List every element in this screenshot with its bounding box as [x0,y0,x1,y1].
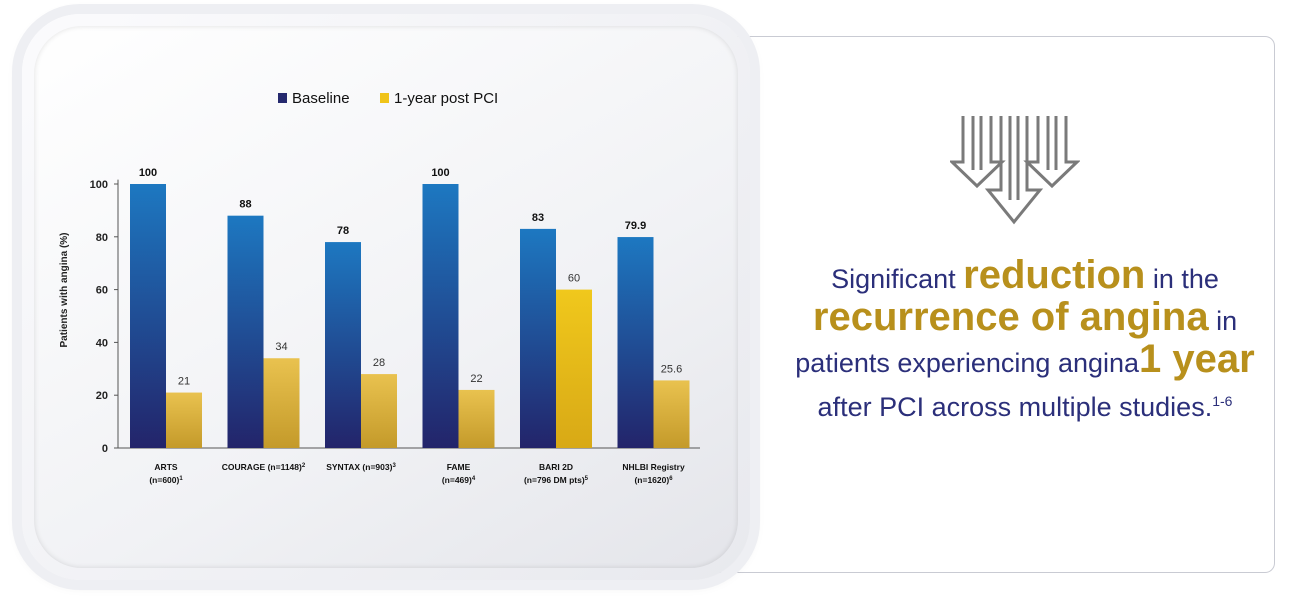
bar-post-pci [556,289,592,448]
y-tick-label: 60 [96,285,108,297]
headline-part2: in the [1145,264,1219,294]
data-label-post-pci: 22 [470,373,482,385]
data-label-post-pci: 21 [178,376,190,388]
headline-part1: Significant [831,264,964,294]
category-label: COURAGE (n=1148)2 [222,462,306,472]
category-reference: 4 [472,476,476,482]
y-tick-label: 0 [102,443,108,455]
category-label: SYNTAX (n=903)3 [326,462,396,472]
legend-swatch-baseline [278,93,287,103]
bar-chart: 0 20 40 60 80 100 Patients with angina (%) Base… [59,90,700,485]
y-tick-label: 20 [96,390,108,402]
headline-part3: in patients experiencing angina [795,306,1238,378]
data-label-post-pci: 60 [568,273,580,285]
bar-baseline [617,237,654,448]
category-label: NHLBI Registry [622,462,685,472]
headline-emphasis-recurrence: recurrence of angina [812,295,1209,339]
data-label-post-pci: 34 [275,341,287,353]
category-reference: 6 [669,476,673,482]
data-label-post-pci: 28 [373,357,385,369]
category-label-line2: (n=469)4 [442,475,476,485]
data-label-baseline: 100 [139,167,157,179]
y-axis-label: Patients with angina (%) [59,232,70,347]
category-reference: 2 [302,463,306,469]
bar-post-pci [166,392,202,448]
headline-emphasis-year: 1 year [1139,337,1255,381]
headline-part4: after PCI across multiple studies. [817,392,1213,422]
bar-post-pci [653,380,690,448]
headline-references: 1-6 [1212,393,1233,409]
legend-label-baseline: Baseline [292,90,350,107]
category-label-line2: (n=600)1 [149,475,183,485]
data-label-baseline: 78 [337,225,349,237]
data-label-baseline: 100 [431,167,449,179]
headline-emphasis-reduction: reduction [963,253,1146,297]
down-arrows-icon [950,116,1080,225]
category-label: ARTS [154,462,177,472]
bar-baseline [520,228,556,448]
category-label-line2: (n=1620)6 [634,475,673,485]
y-tick-label: 40 [96,337,108,349]
bar-post-pci [361,374,397,448]
category-label: FAME [447,462,471,472]
bar-baseline [422,184,459,448]
y-tick-label: 80 [96,232,108,244]
bar-post-pci [458,389,495,448]
y-tick-label: 100 [90,179,108,191]
category-label-line2: (n=796 DM pts)5 [524,475,589,485]
data-label-baseline: 79.9 [625,220,646,232]
data-label-baseline: 88 [239,199,251,211]
data-label-post-pci: 25.6 [661,363,682,375]
legend-label-post-pci: 1-year post PCI [394,90,498,107]
data-label-baseline: 83 [532,212,544,224]
bar-baseline [130,184,166,448]
category-reference: 3 [392,463,396,469]
bar-baseline [227,215,264,448]
category-reference: 5 [585,476,589,482]
headline-text: Significant reduction in the recurrence … [790,253,1260,426]
bar-post-pci [263,358,300,448]
category-label: BARI 2D [539,462,573,472]
legend-swatch-post-pci [380,93,389,103]
category-reference: 1 [179,476,183,482]
bar-baseline [325,242,361,448]
